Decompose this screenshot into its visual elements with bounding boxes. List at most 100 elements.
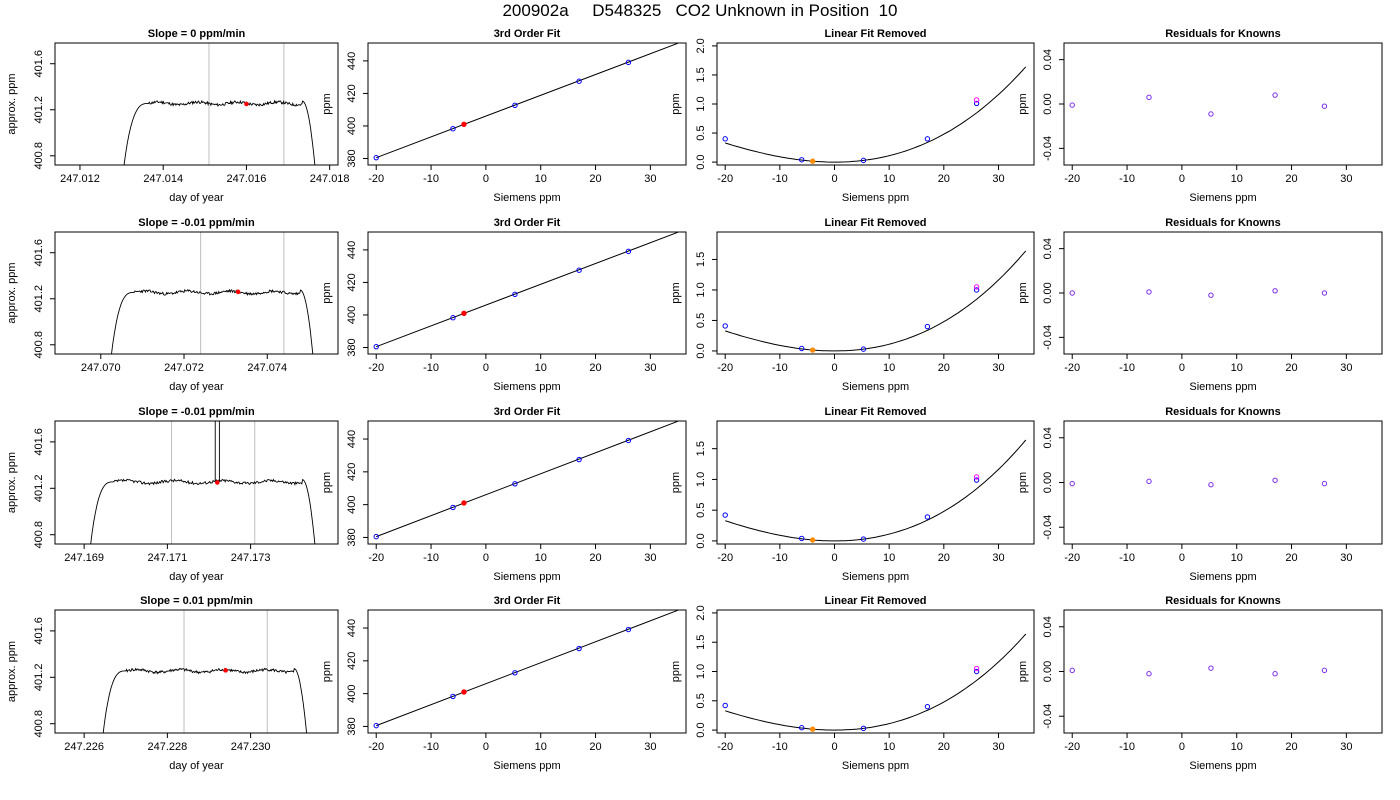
x-tick-label: 247.012: [60, 173, 100, 185]
plot-area: [722, 439, 1027, 543]
x-tick-label: 20: [938, 552, 950, 564]
panel-title: Linear Fit Removed: [824, 28, 926, 40]
data-point: [924, 514, 931, 520]
x-tick-label: 247.018: [310, 173, 350, 185]
y-tick-label: 0.00: [1042, 661, 1054, 682]
data-point: [1146, 671, 1152, 677]
data-point: [625, 59, 632, 66]
x-tick-label: 0: [483, 741, 489, 753]
y-tick-label: 0.5: [695, 125, 707, 140]
panel-title: Slope = -0.01 ppm/min: [138, 217, 255, 229]
x-tick-label: 20: [938, 173, 950, 185]
x-tick-label: -10: [423, 362, 439, 374]
data-point: [1069, 480, 1075, 487]
y-axis-label: approx. ppm: [6, 452, 18, 513]
data-point: [512, 670, 518, 676]
y-tick-label: 400: [346, 684, 358, 702]
panel-3-2: Linear Fit Removed Siemens ppm ppm -20 -10 0 1…: [670, 595, 1035, 772]
data-point: [576, 645, 582, 652]
x-axis-label: day of year: [169, 571, 224, 583]
y-tick-label: 0.0: [695, 343, 707, 358]
x-tick-label: 10: [1231, 741, 1243, 753]
plot-frame: [367, 420, 687, 545]
data-point: [1272, 92, 1278, 98]
panel-title: Linear Fit Removed: [824, 217, 926, 229]
y-tick-label: 0.0: [695, 722, 707, 737]
figure-title: 200902a D548325 CO2 Unknown in Position …: [502, 1, 898, 20]
y-tick-label: 440: [346, 241, 358, 259]
x-tick-label: 20: [589, 741, 601, 753]
data-point: [625, 626, 632, 633]
x-tick-label: 10: [535, 552, 547, 564]
data-point: [1208, 292, 1214, 298]
y-axis-label: ppm: [1017, 661, 1029, 682]
y-axis-label: ppm: [321, 472, 333, 493]
y-tick-label: 0.00: [1042, 472, 1054, 493]
x-tick-label: 0: [831, 173, 837, 185]
x-tick-label: 20: [1285, 362, 1297, 374]
fit-line: [376, 610, 678, 727]
x-tick-label: 10: [883, 741, 895, 753]
plot-frame: [1063, 609, 1383, 734]
y-tick-label: 400.8: [33, 710, 45, 738]
data-point: [860, 157, 867, 164]
panel-3-1: 3rd Order Fit Siemens ppm ppm -20 -10 0 10 20 30…: [321, 595, 687, 772]
panel-3-3: Residuals for Knowns Siemens ppm ppm -20 -10…: [1017, 595, 1383, 772]
data-point: [973, 477, 980, 483]
y-tick-label: 400.8: [33, 331, 45, 359]
data-point: [373, 722, 379, 729]
data-point: [1208, 665, 1214, 671]
x-tick-label: 247.169: [64, 552, 104, 564]
x-tick-label: -20: [717, 173, 733, 185]
x-tick-label: 30: [644, 552, 656, 564]
y-tick-label: 0.04: [1042, 49, 1054, 70]
y-axis-label: ppm: [1017, 282, 1029, 303]
data-point: [461, 689, 467, 695]
y-tick-label: 0.5: [695, 313, 707, 328]
y-axis-label: ppm: [670, 93, 682, 114]
data-point: [973, 665, 980, 672]
y-tick-label: 401.2: [33, 96, 45, 124]
x-tick-label: 10: [883, 552, 895, 564]
data-point: [924, 136, 931, 142]
x-axis-label: Siemens ppm: [842, 192, 909, 204]
plot-frame: [1063, 231, 1383, 355]
y-tick-label: 1.0: [695, 96, 707, 111]
data-point: [799, 725, 805, 731]
y-tick-label: 1.0: [695, 472, 707, 487]
plot-area: [722, 633, 1027, 732]
x-tick-label: 20: [938, 741, 950, 753]
data-point: [973, 668, 980, 675]
y-tick-label: 380: [346, 717, 358, 735]
x-axis-label: day of year: [169, 381, 224, 393]
data-point: [860, 536, 867, 542]
plot-area: [102, 610, 308, 733]
x-tick-label: -10: [1119, 173, 1135, 185]
x-axis-label: Siemens ppm: [1189, 192, 1256, 204]
x-tick-label: -20: [1064, 741, 1080, 753]
y-tick-label: 401.6: [33, 428, 45, 456]
data-point: [809, 726, 816, 732]
data-point: [1146, 94, 1152, 101]
y-tick-label: 1.0: [695, 664, 707, 679]
y-tick-label: 0.5: [695, 503, 707, 518]
data-point: [576, 267, 582, 273]
fit-curve: [725, 633, 1027, 731]
plot-area: [1069, 288, 1328, 298]
y-tick-label: 401.6: [33, 239, 45, 267]
x-tick-label: 247.230: [231, 741, 271, 753]
data-point: [1146, 478, 1152, 485]
y-tick-label: 0.00: [1042, 93, 1054, 114]
y-tick-label: 400.8: [33, 521, 45, 549]
panel-title: Residuals for Knowns: [1165, 406, 1281, 418]
y-tick-label: 380: [346, 149, 358, 167]
y-axis-label: approx. ppm: [6, 73, 18, 134]
plot-area: [373, 43, 678, 161]
y-tick-label: 401.2: [33, 285, 45, 313]
plot-frame: [716, 42, 1035, 166]
x-tick-label: 30: [644, 362, 656, 374]
y-tick-label: 420: [346, 84, 358, 102]
y-tick-label: 0.00: [1042, 282, 1054, 303]
y-tick-label: 401.2: [33, 475, 45, 503]
